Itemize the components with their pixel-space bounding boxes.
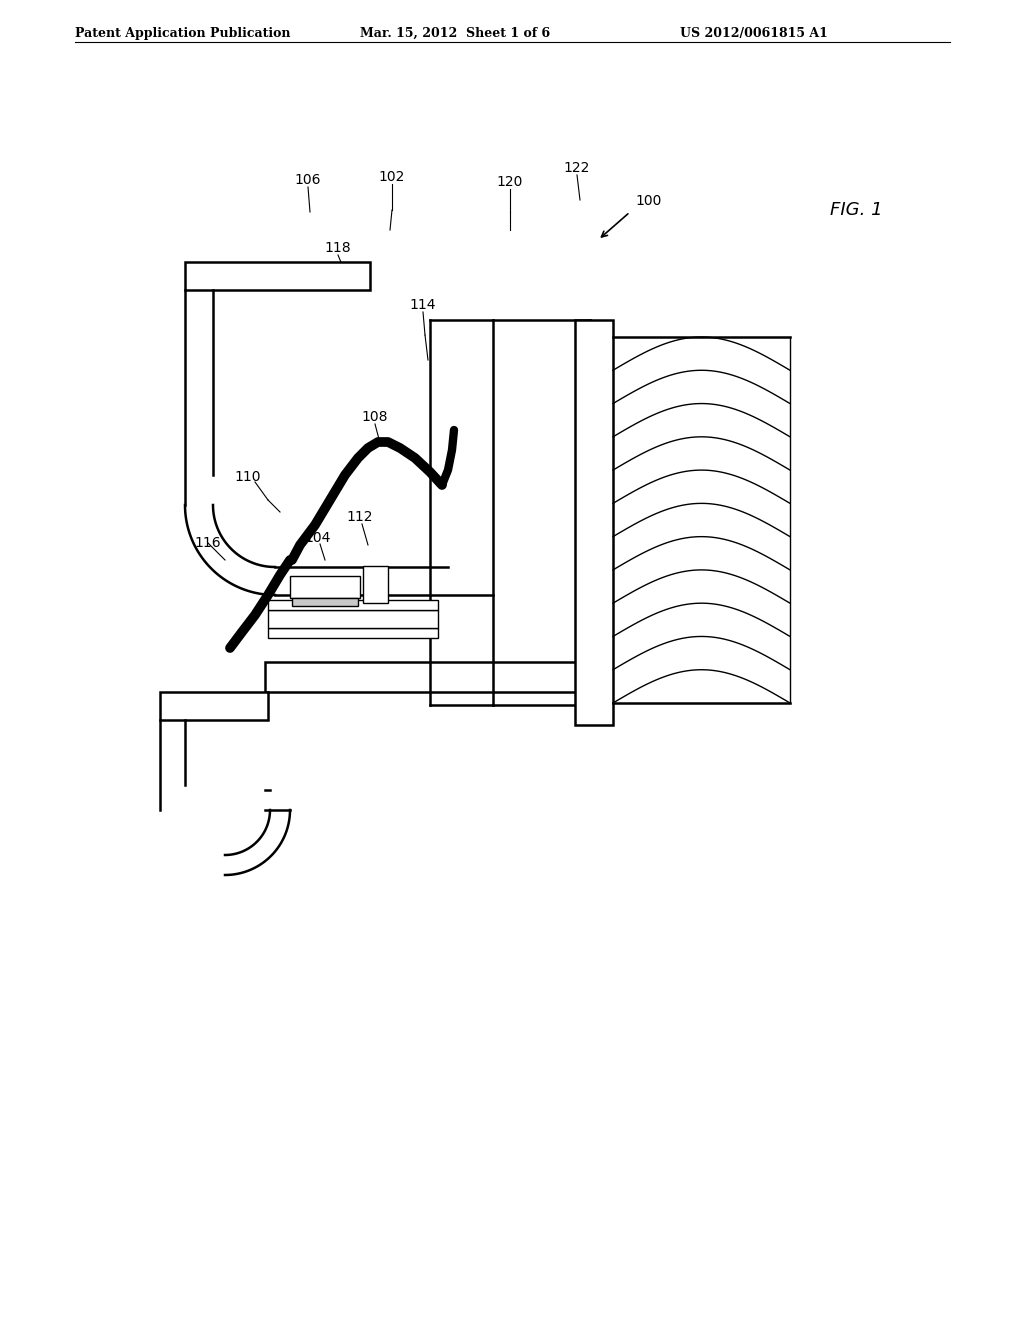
Bar	[268, 610, 438, 628]
Text: 112: 112	[347, 510, 374, 524]
Text: 106: 106	[295, 173, 322, 187]
Bar	[268, 628, 438, 638]
Text: 116: 116	[195, 536, 221, 550]
Bar	[265, 663, 590, 692]
Bar	[185, 261, 370, 290]
Bar	[292, 598, 358, 606]
Text: 110: 110	[234, 470, 261, 484]
Text: 104: 104	[305, 531, 331, 545]
Text: Mar. 15, 2012  Sheet 1 of 6: Mar. 15, 2012 Sheet 1 of 6	[360, 26, 550, 40]
Bar	[160, 692, 268, 719]
Text: 114: 114	[410, 298, 436, 312]
Text: US 2012/0061815 A1: US 2012/0061815 A1	[680, 26, 827, 40]
Text: 108: 108	[361, 411, 388, 424]
Text: FIG. 1: FIG. 1	[830, 201, 883, 219]
Text: 102: 102	[379, 170, 406, 183]
Text: 120: 120	[497, 176, 523, 189]
Text: Patent Application Publication: Patent Application Publication	[75, 26, 291, 40]
Bar	[575, 319, 613, 725]
Text: 100: 100	[635, 194, 662, 209]
Text: 118: 118	[325, 242, 351, 255]
Text: 122: 122	[564, 161, 590, 176]
Bar	[362, 566, 388, 603]
Bar	[290, 576, 360, 598]
Bar	[268, 601, 438, 610]
